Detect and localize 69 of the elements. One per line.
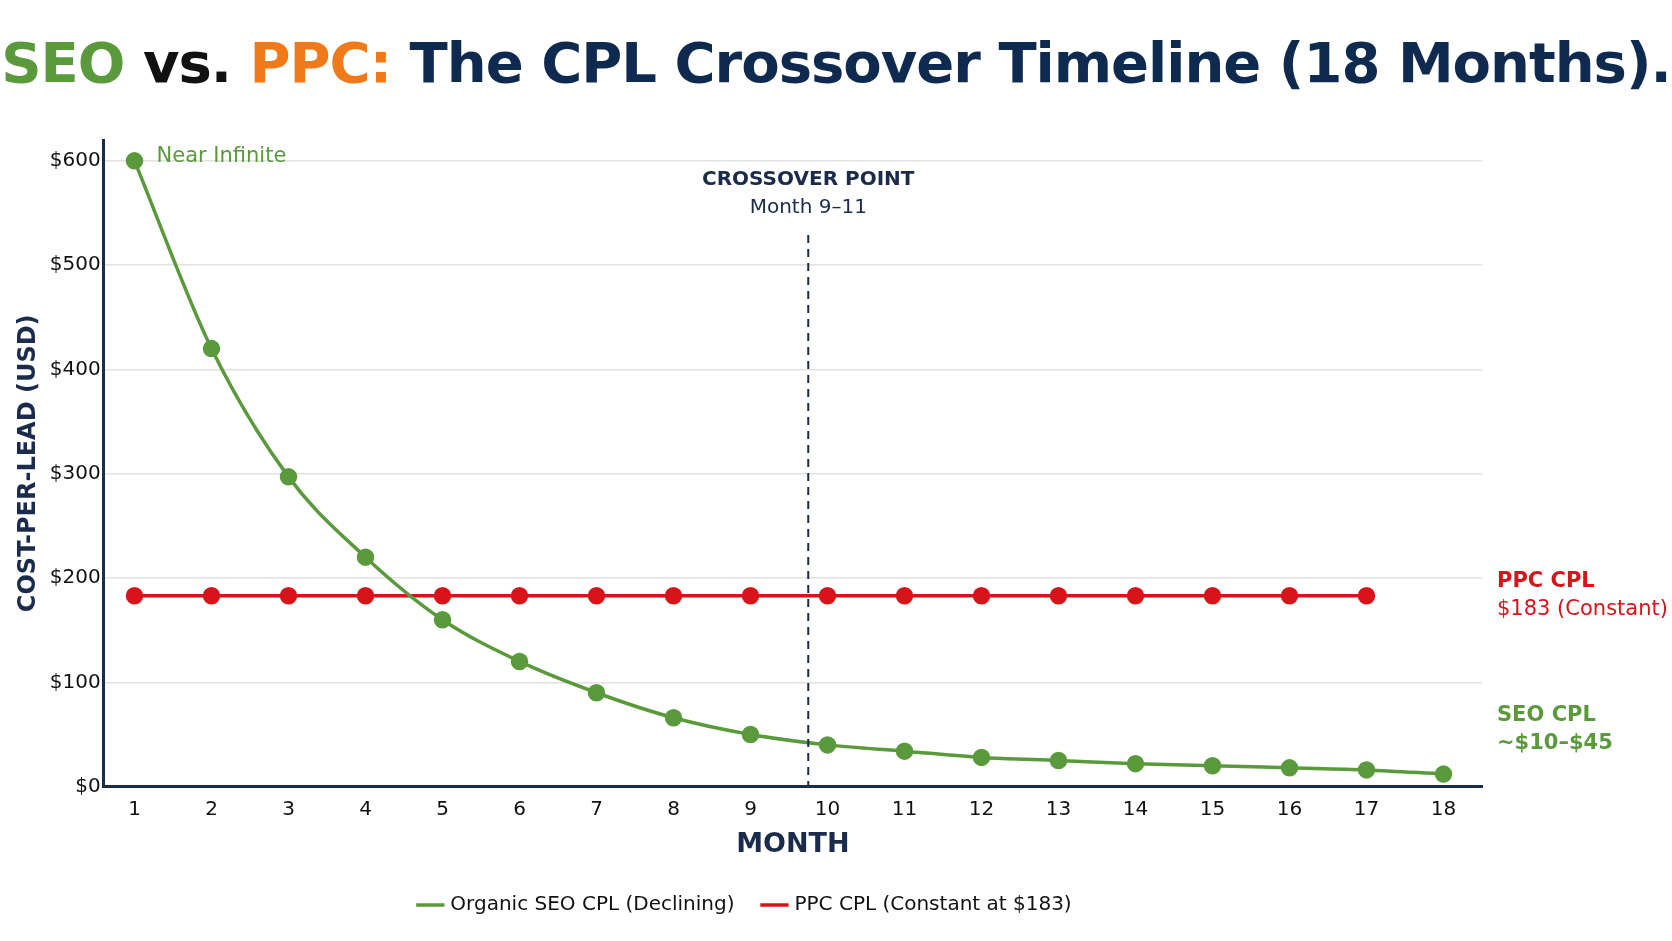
point — [741, 725, 760, 744]
point — [1126, 587, 1145, 605]
point — [1203, 587, 1222, 605]
point — [510, 587, 529, 605]
point — [279, 587, 298, 605]
point — [1126, 754, 1145, 773]
point — [741, 587, 760, 605]
point — [895, 587, 914, 605]
chart-title: SEO vs. PPC: The CPL Crossover Timeline (18 Months). — [1, 30, 1671, 95]
point — [1203, 756, 1222, 775]
point — [1280, 587, 1299, 605]
x-tick-label: 11 — [891, 795, 918, 820]
text: PPC CPL $183 (Constant) — [1497, 568, 1668, 621]
point — [1357, 761, 1376, 779]
point — [972, 587, 991, 605]
y-tick-label: $200 — [49, 564, 101, 589]
legend-label: Organic SEO CPL (Declining) — [450, 891, 735, 916]
point — [1357, 587, 1376, 605]
x-tick-label: 5 — [436, 795, 449, 820]
annotation: Near Infinite — [156, 143, 287, 168]
y-tick-label: $100 — [49, 668, 101, 693]
point — [510, 652, 529, 671]
point — [1434, 765, 1453, 783]
ref-line-label: CROSSOVER POINT Month 9–11 — [702, 166, 915, 219]
x-tick-label: 6 — [513, 795, 526, 820]
point — [587, 587, 606, 605]
point — [202, 339, 221, 358]
y-tick-label: $500 — [49, 251, 101, 276]
point — [1049, 587, 1068, 605]
x-tick-label: 1 — [128, 795, 141, 820]
point — [664, 709, 683, 727]
y-tick-label: $0 — [75, 772, 101, 797]
y-tick-label: $400 — [49, 355, 101, 380]
point — [818, 736, 837, 754]
y-tick-label: $300 — [49, 459, 101, 484]
y-tick-label: $600 — [49, 147, 101, 172]
x-tick-label: 17 — [1353, 795, 1380, 820]
x-tick-label: 13 — [1045, 795, 1072, 820]
point — [125, 587, 144, 605]
x-tick-label: 9 — [744, 795, 757, 820]
point — [972, 748, 991, 767]
point — [818, 587, 837, 605]
point — [279, 468, 298, 486]
point — [202, 587, 221, 605]
x-tick-label: 8 — [667, 795, 680, 820]
x-tick-label: 18 — [1430, 795, 1457, 820]
x-tick-label: 10 — [814, 795, 841, 820]
point — [125, 152, 144, 170]
x-tick-label: 14 — [1122, 795, 1149, 820]
text: SEO CPL ~$10–$45 — [1497, 701, 1613, 754]
x-tick-label: 4 — [359, 795, 372, 820]
point — [433, 610, 452, 629]
point — [664, 587, 683, 605]
point — [356, 548, 375, 566]
x-axis-title: MONTH — [736, 826, 850, 858]
x-tick-label: 15 — [1199, 795, 1226, 820]
y-axis-title: COST-PER-LEAD (USD) — [12, 314, 41, 613]
x-tick-label: 16 — [1276, 795, 1303, 820]
x-tick-label: 12 — [968, 795, 995, 820]
point — [356, 587, 375, 605]
point — [895, 742, 914, 760]
x-tick-label: 7 — [590, 795, 603, 820]
x-tick-label: 3 — [282, 795, 295, 820]
point — [433, 587, 452, 605]
point — [587, 683, 606, 702]
legend-label: PPC CPL (Constant at $183) — [794, 891, 1072, 916]
point — [1049, 751, 1068, 770]
x-tick-label: 2 — [205, 795, 218, 820]
point — [1280, 759, 1299, 777]
